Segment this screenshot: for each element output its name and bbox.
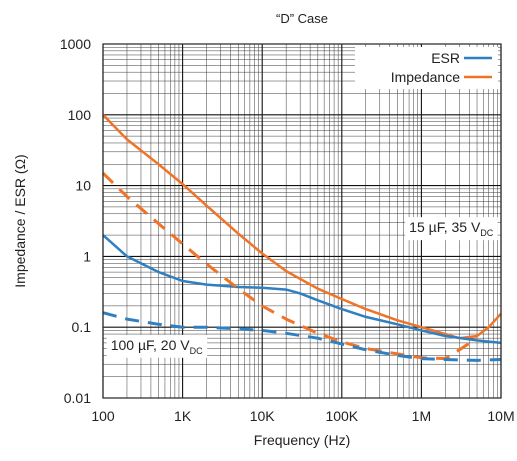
x-tick-label: 10K: [250, 408, 276, 424]
annotation-100uf-20vdc: 100 µF, 20 VDC: [106, 334, 208, 358]
legend-box: [355, 47, 498, 89]
legend: ESR Impedance: [355, 47, 498, 89]
y-tick-labels: 0.01 0.1 1 10 100 1000: [60, 36, 91, 406]
legend-label-impedance: Impedance: [391, 69, 460, 85]
annotation-main: 15 µF, 35 V: [409, 219, 481, 235]
x-tick-labels: 100 1K 10K 100K 1M 10M: [91, 408, 514, 424]
y-tick-label: 10: [75, 178, 91, 194]
annotation-background: [106, 334, 208, 358]
x-tick-label: 10M: [487, 408, 514, 424]
x-axis-label: Frequency (Hz): [254, 432, 350, 448]
y-tick-label: 100: [68, 107, 92, 123]
annotation-subscript: DC: [480, 228, 493, 238]
annotation-subscript: DC: [190, 346, 203, 356]
y-tick-label: 0.1: [72, 319, 92, 335]
x-tick-label: 100K: [325, 408, 358, 424]
series-layer: [101, 113, 502, 362]
x-tick-label: 1K: [174, 408, 192, 424]
annotation-15uf-35vdc: 15 µF, 35 VDC: [405, 217, 498, 241]
y-axis-label: Impedance / ESR (Ω): [12, 154, 28, 287]
legend-label-esr: ESR: [431, 50, 460, 66]
series-line-esr-dashed: [102, 311, 502, 362]
annotation-text: 100 µF, 20 VDC: [111, 337, 203, 356]
y-tick-label: 1000: [60, 36, 91, 52]
annotation-main: 100 µF, 20 V: [111, 337, 191, 353]
annotation-background: [405, 217, 498, 241]
x-tick-label: 100: [91, 408, 115, 424]
y-tick-label: 1: [83, 248, 91, 264]
plot-frame: [102, 43, 502, 399]
chart-title: “D” Case: [276, 11, 328, 26]
x-tick-label: 1M: [412, 408, 431, 424]
y-tick-label: 0.01: [64, 390, 91, 406]
series-line-esr-solid: [102, 234, 502, 345]
annotation-text: 15 µF, 35 VDC: [409, 219, 494, 238]
